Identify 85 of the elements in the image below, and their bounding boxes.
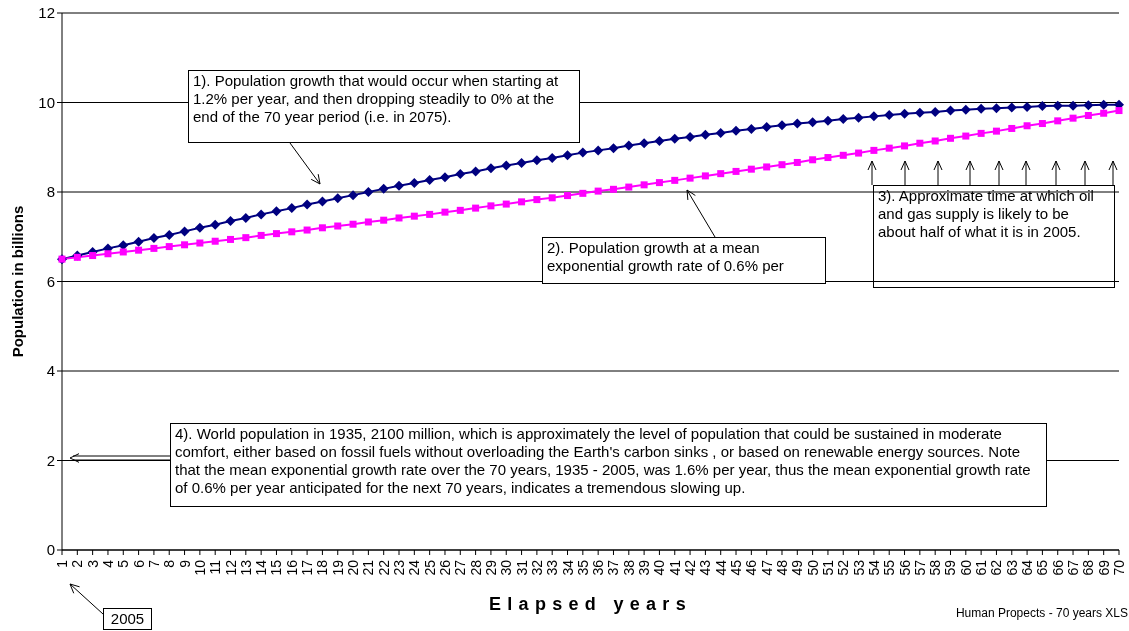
x-tick-label: 58	[927, 559, 944, 576]
x-tick-label: 48	[773, 559, 790, 576]
x-tick-label: 63	[1003, 559, 1020, 576]
y-tick-label: 2	[46, 451, 55, 469]
x-tick-label: 16	[283, 559, 300, 576]
x-tick-label: 55	[881, 559, 898, 576]
x-tick-label: 7	[145, 559, 162, 568]
x-tick-label: 50	[804, 559, 821, 576]
x-tick-label: 6	[130, 559, 147, 568]
x-tick-label: 54	[865, 559, 882, 576]
x-tick-label: 4	[99, 559, 116, 568]
y-tick-label: 10	[38, 93, 55, 111]
x-tick-label: 67	[1065, 559, 1082, 576]
text: 2005	[103, 608, 152, 630]
x-tick-label: 35	[574, 559, 591, 576]
x-tick-label: 19	[329, 559, 346, 576]
y-tick-label: 6	[46, 272, 55, 290]
x-tick-label: 25	[421, 559, 438, 576]
x-tick-label: 22	[375, 559, 392, 576]
x-tick-label: 44	[712, 559, 729, 576]
x-tick-label: 60	[957, 559, 974, 576]
annotation: 3). Approximate time at which oil and gas supply is likely to be about half of what it is in 2005.	[873, 185, 1115, 288]
x-tick-label: 65	[1034, 559, 1051, 576]
x-tick-label: 57	[911, 559, 928, 576]
x-tick-label: 30	[498, 559, 515, 576]
x-tick-label: 37	[605, 559, 622, 576]
x-tick-label: 42	[682, 559, 699, 576]
x-tick-label: 39	[636, 559, 653, 576]
x-tick-label: 52	[835, 559, 852, 576]
annotation: 2). Population growth at a mean exponential growth rate of 0.6% per	[542, 237, 826, 284]
x-tick-label: 15	[268, 559, 285, 576]
x-tick-label: 23	[391, 559, 408, 576]
x-tick-label: 51	[819, 559, 836, 576]
x-tick-label: 31	[513, 559, 530, 576]
x-tick-label: 3	[84, 559, 101, 568]
x-tick-label: 27	[452, 559, 469, 576]
x-tick-label: 64	[1019, 559, 1036, 576]
x-tick-label: 32	[528, 559, 545, 576]
y-tick-label: 12	[38, 4, 55, 22]
x-tick-label: 49	[789, 559, 806, 576]
x-tick-label: 26	[436, 559, 453, 576]
x-tick-label: 8	[161, 559, 178, 568]
x-tick-label: 33	[544, 559, 561, 576]
y-tick-label: 8	[46, 183, 55, 201]
x-tick-label: 34	[559, 559, 576, 576]
x-tick-label: 56	[896, 559, 913, 576]
x-tick-label: 20	[345, 559, 362, 576]
x-tick-label: 14	[253, 559, 270, 576]
annotation: 4). World population in 1935, 2100 million, which is approximately the level of population that could be sustained in moderate comfort, either based on fossil fuels without overloading the Earth's carbon sinks , or based on renewable energy sources. Note that the mean exponential growth rate over the 70 years, 1935 - 2005, was 1.6% per year, thus the mean exponential growth rate of 0.6% per year anticipated for the next 70 years, indicates a tremendous slowing up.	[170, 423, 1047, 507]
x-tick-label: 10	[191, 559, 208, 576]
x-tick-label: 61	[973, 559, 990, 576]
x-tick-label: 69	[1095, 559, 1112, 576]
x-tick-label: 38	[620, 559, 637, 576]
x-tick-label: 18	[314, 559, 331, 576]
y-axis-title: Population in billions	[9, 205, 27, 358]
x-tick-label: 43	[697, 559, 714, 576]
y-tick-label: 0	[46, 541, 55, 559]
x-tick-label: 45	[728, 559, 745, 576]
x-tick-label: 68	[1080, 559, 1097, 576]
x-tick-label: 11	[207, 559, 224, 575]
x-tick-label: 5	[115, 559, 132, 568]
x-tick-label: 59	[942, 559, 959, 576]
x-axis-title: Elapsed years	[489, 594, 692, 614]
x-tick-label: 53	[850, 559, 867, 576]
x-tick-label: 41	[666, 559, 683, 576]
text: Human Propects - 70 years XLS	[954, 605, 1128, 621]
x-tick-label: 46	[743, 559, 760, 576]
x-tick-label: 21	[360, 559, 377, 576]
x-tick-label: 70	[1111, 559, 1127, 576]
x-tick-label: 47	[758, 559, 775, 576]
x-tick-label: 9	[176, 559, 193, 568]
x-tick-label: 36	[590, 559, 607, 576]
x-tick-label: 24	[406, 559, 423, 576]
x-tick-label: 28	[467, 559, 484, 576]
x-tick-label: 2	[69, 559, 86, 568]
x-tick-label: 66	[1049, 559, 1066, 576]
x-tick-label: 17	[299, 559, 316, 576]
x-tick-label: 12	[222, 559, 239, 576]
y-tick-label: 4	[46, 362, 55, 380]
x-tick-label: 29	[482, 559, 499, 576]
annotation: 1). Population growth that would occur when starting at 1.2% per year, and then dropping steadily to 0% at the end of the 70 year period (i.e. in 2075).	[188, 70, 580, 143]
x-tick-label: 62	[988, 559, 1005, 576]
x-tick-label: 13	[237, 559, 254, 576]
x-tick-label: 1	[54, 559, 70, 568]
x-tick-label: 40	[651, 559, 668, 576]
